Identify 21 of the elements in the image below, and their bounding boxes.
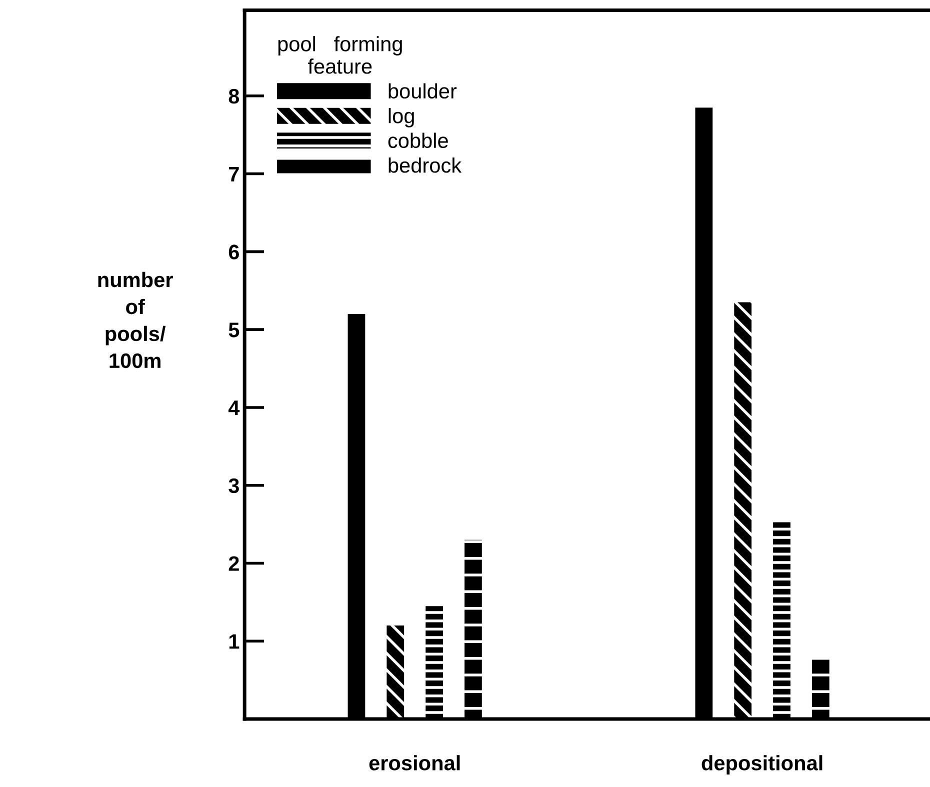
y-tick-label: 8 bbox=[228, 88, 240, 104]
bar bbox=[426, 606, 443, 720]
bar bbox=[386, 626, 404, 720]
y-tick-label: 6 bbox=[228, 244, 239, 260]
y-tick-label: 1 bbox=[229, 634, 240, 649]
legend-label: bedrock bbox=[388, 157, 462, 173]
bar bbox=[464, 540, 482, 720]
y-tick-label: 4 bbox=[228, 400, 240, 416]
legend-label: cobble bbox=[388, 132, 448, 148]
legend-label: log bbox=[388, 108, 414, 128]
y-tick-label: 7 bbox=[229, 167, 239, 182]
bar bbox=[812, 659, 830, 720]
x-tick-label: erosional bbox=[369, 755, 460, 770]
y-tick-label: 2 bbox=[228, 556, 239, 571]
x-tick-label: depositional bbox=[702, 755, 822, 775]
bar bbox=[773, 520, 790, 720]
legend-label: boulder bbox=[388, 83, 457, 99]
y-tick-label: 5 bbox=[228, 322, 240, 338]
bar bbox=[734, 302, 752, 720]
y-tick-label: 3 bbox=[228, 478, 239, 494]
y-axis-title: number of pools/ 100m bbox=[98, 272, 173, 368]
